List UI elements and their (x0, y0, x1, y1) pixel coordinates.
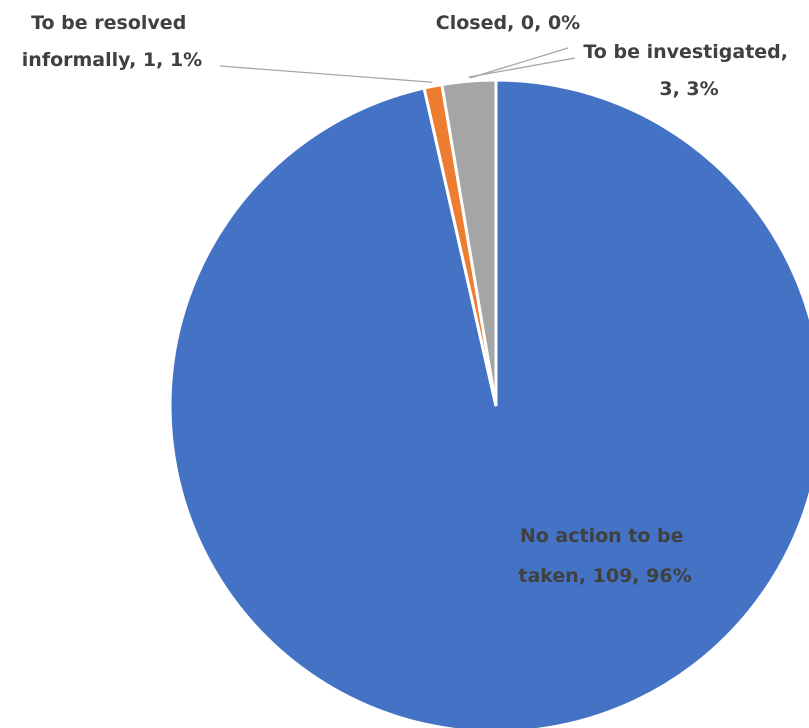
label-no-action-line1: No action to be (520, 525, 684, 547)
label-closed-line1: Closed, 0, 0% (436, 12, 580, 34)
leader-lines (219, 47, 576, 83)
leader-resolved-informally (219, 65, 433, 83)
label-no-action: No action to be taken, 109, 96% (518, 525, 691, 587)
label-resolved-line2: informally, 1, 1% (22, 49, 202, 71)
label-investigated-line2: 3, 3% (659, 78, 718, 100)
label-resolved-informally: To be resolved informally, 1, 1% (22, 12, 202, 71)
leader-investigated (468, 57, 576, 78)
label-closed: Closed, 0, 0% (436, 12, 580, 34)
label-investigated-line1: To be investigated, (583, 41, 788, 63)
label-investigated: To be investigated, 3, 3% (583, 41, 794, 100)
label-resolved-line1: To be resolved (31, 12, 186, 34)
label-no-action-line2: taken, 109, 96% (518, 565, 691, 587)
leader-closed (469, 47, 569, 79)
slice-investigated (440, 78, 498, 407)
pie-slices (168, 78, 809, 728)
slice-no-action (168, 78, 809, 728)
